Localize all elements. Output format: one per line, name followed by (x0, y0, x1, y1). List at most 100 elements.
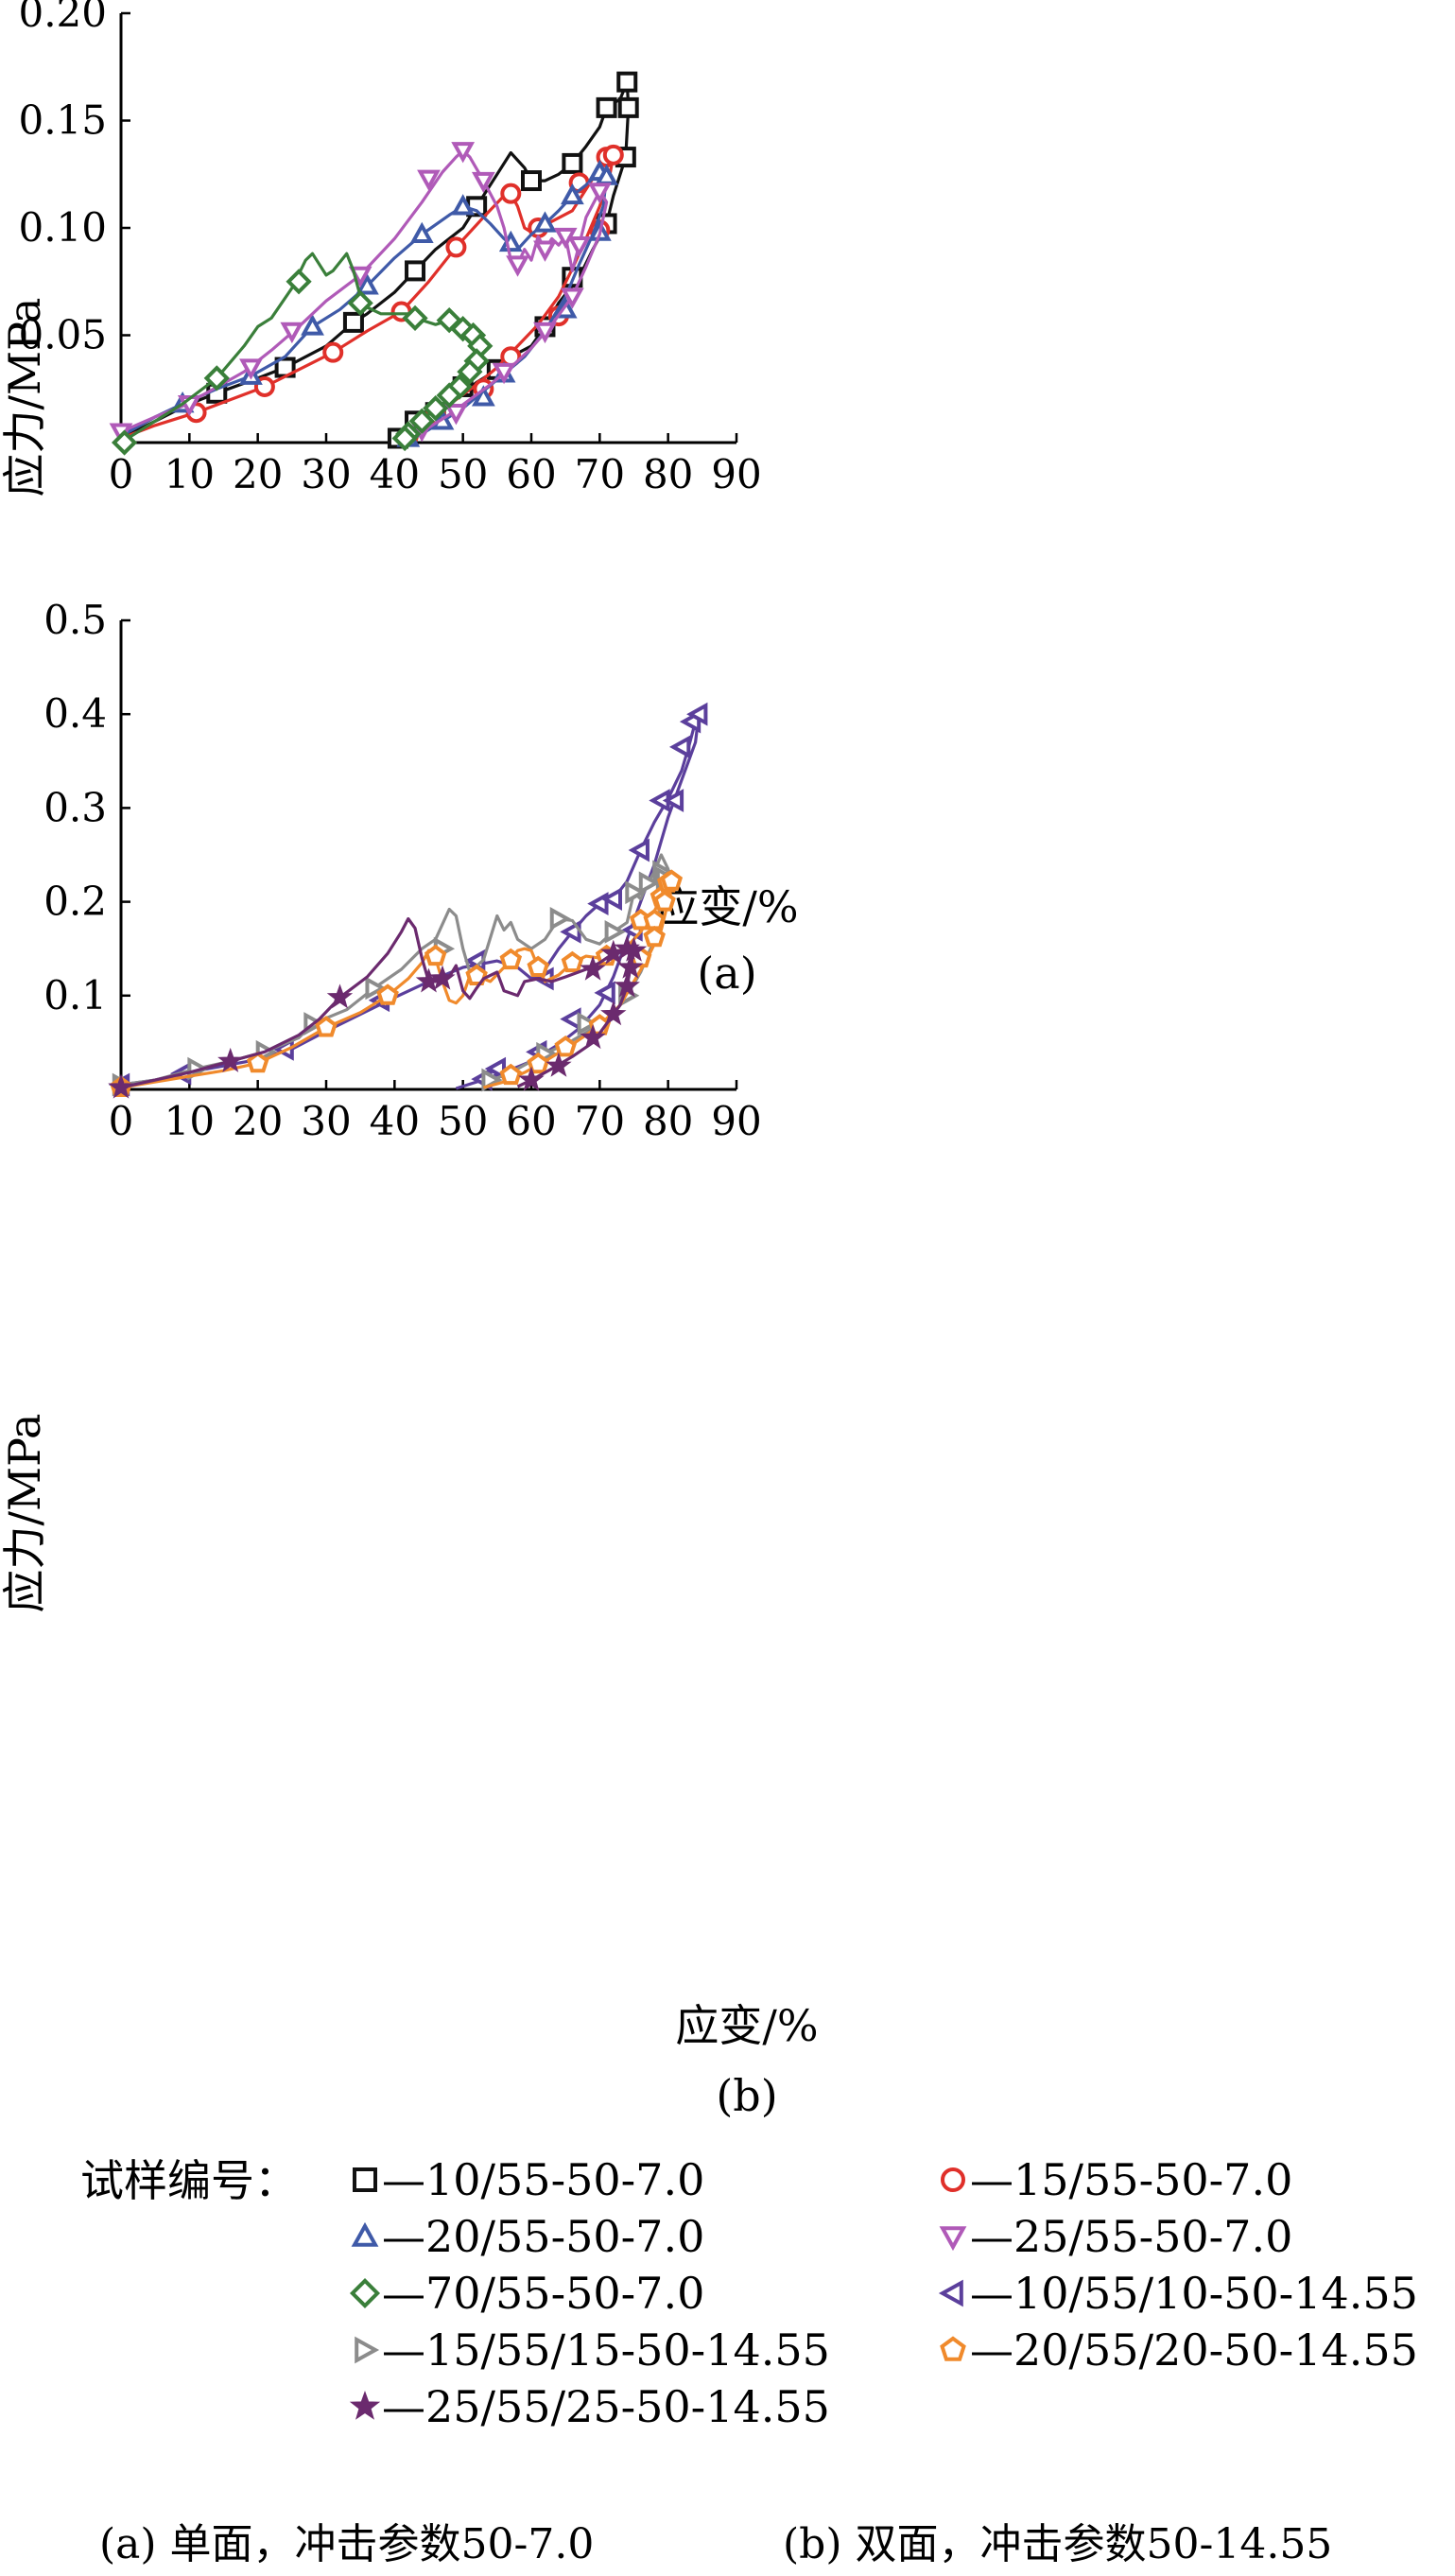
panel-b-x-tick-label: 80 (643, 1098, 693, 1144)
data-point-marker (402, 305, 428, 331)
data-point-marker (625, 880, 647, 905)
data-point-marker (660, 869, 684, 891)
data-point-marker (600, 887, 622, 912)
panel-b-label: (b) (716, 2070, 777, 2121)
data-point-marker (465, 964, 488, 985)
data-point-marker (450, 316, 476, 342)
panel-b-y-axis-label: 应力/MPa (0, 1414, 50, 1613)
data-point-marker (347, 289, 373, 317)
triangle-left-icon (938, 2279, 963, 2307)
data-point-marker (614, 972, 640, 998)
legend-entry-label: —20/55-50-7.0 (382, 2211, 704, 2262)
panel-b-y-tick-label: 0.2 (43, 879, 107, 925)
caption-a: (a) 单面，冲击参数50-7.0 (99, 2520, 594, 2568)
data-point-marker (527, 1052, 549, 1074)
data-point-marker (315, 1016, 338, 1037)
data-point-marker (662, 789, 684, 812)
data-point-marker (549, 907, 572, 931)
legend-entry-label: —10/55/10-50-14.55 (970, 2268, 1418, 2319)
legend: 试样编号： —10/55-50-7.0 —15/55-50-7.0 —20/55-5… (80, 2154, 1418, 2432)
data-point-marker (471, 171, 495, 194)
data-point-marker (376, 983, 399, 1005)
panel-b-x-tick-label: 10 (165, 1098, 215, 1144)
data-point-marker (506, 255, 529, 277)
chart-panel-b: (b) 应变/% 应力/MPa 0 10 20 30 40 50 60 70 80 90 0.1 0.… (0, 597, 819, 2121)
data-point-marker (355, 273, 379, 295)
data-point-marker (436, 382, 462, 409)
data-point-marker (326, 983, 354, 1009)
captions: (a) 单面，冲击参数50-7.0 (b) 双面，冲击参数50-14.55 (99, 2520, 1332, 2568)
data-point-marker (638, 871, 661, 896)
data-point-marker (561, 183, 584, 205)
data-point-marker (391, 425, 418, 452)
data-point-marker (417, 169, 441, 191)
panel-a-y-tick-label: 0.20 (18, 0, 107, 36)
data-point-marker (444, 404, 468, 426)
data-point-marker (643, 909, 666, 931)
circle-icon (941, 2167, 965, 2192)
legend-entry-label: —70/55-50-7.0 (382, 2268, 704, 2319)
panel-a-x-tick-label: 70 (575, 451, 625, 497)
data-point-marker (451, 194, 476, 216)
data-point-marker (499, 1063, 523, 1086)
data-point-marker (301, 314, 324, 336)
data-point-marker (560, 1007, 581, 1031)
data-point-marker (562, 152, 583, 174)
data-point-marker (594, 981, 615, 1005)
data-point-marker (451, 142, 476, 164)
diamond-icon (349, 2277, 381, 2309)
caption-b: (b) 双面，冲击参数50-14.55 (783, 2520, 1332, 2568)
data-point-marker (580, 1024, 606, 1050)
data-point-marker (424, 944, 447, 966)
data-point-marker (499, 948, 523, 970)
data-point-marker (445, 236, 467, 258)
series-25/55/25-50-14.55 (108, 916, 648, 1099)
panel-b-y-tick-label: 0.3 (43, 784, 107, 830)
panel-a-x-tick-label: 40 (370, 451, 420, 497)
data-point-marker (617, 953, 644, 979)
triangle-up-icon (351, 2221, 379, 2247)
data-point-marker (580, 955, 606, 981)
panel-b-x-tick-label: 30 (301, 1098, 351, 1144)
data-point-marker (342, 311, 364, 333)
star-icon (349, 2391, 381, 2420)
data-point-marker (617, 96, 639, 118)
data-point-marker (111, 429, 138, 456)
data-point-marker (492, 362, 516, 385)
data-point-marker (669, 735, 691, 759)
data-point-marker (239, 358, 263, 380)
panel-a-label: (a) (697, 948, 756, 999)
panel-b-y-tick-label: 0.5 (43, 597, 107, 643)
panel-a-x-tick-label: 60 (506, 451, 556, 497)
panel-a-x-tick-label: 90 (711, 451, 761, 497)
data-point-marker (203, 365, 230, 392)
series-70/55-50-7.0 (111, 252, 494, 456)
data-point-marker (286, 269, 312, 295)
data-point-marker (628, 838, 650, 862)
data-point-marker (217, 1047, 244, 1072)
legend-entry-label: —15/55/15-50-14.55 (382, 2324, 830, 2376)
data-point-marker (533, 211, 557, 233)
panel-a-y-tick-label: 0.10 (18, 204, 107, 251)
panel-a-y-axis-label: 应力/MPa (0, 298, 50, 497)
data-point-marker (602, 144, 624, 165)
data-point-marker (561, 950, 584, 973)
data-point-marker (554, 1036, 577, 1057)
panel-b-y-tick-label: 0.1 (43, 972, 107, 1018)
panel-a-x-tick-label: 30 (301, 451, 351, 497)
data-point-marker (653, 890, 676, 912)
panel-b-x-tick-label: 40 (370, 1098, 420, 1144)
panel-a-x-axis-label: 应变/% (655, 881, 798, 932)
panel-a-y-tick-label: 0.05 (18, 312, 107, 358)
panel-a-x-tick-label: 50 (438, 451, 488, 497)
legend-entry-label: —25/55-50-7.0 (970, 2211, 1292, 2262)
legend-entry-label: —15/55-50-7.0 (970, 2154, 1292, 2205)
panel-a-x-tick-label: 20 (233, 451, 283, 497)
data-point-marker (604, 919, 626, 944)
panel-a-x-tick-label: 0 (109, 451, 134, 497)
legend-entry-label: —10/55-50-7.0 (382, 2154, 704, 2205)
data-point-marker (546, 1052, 572, 1077)
data-point-marker (187, 1056, 209, 1081)
data-point-marker (457, 358, 483, 385)
data-point-marker (527, 955, 549, 977)
